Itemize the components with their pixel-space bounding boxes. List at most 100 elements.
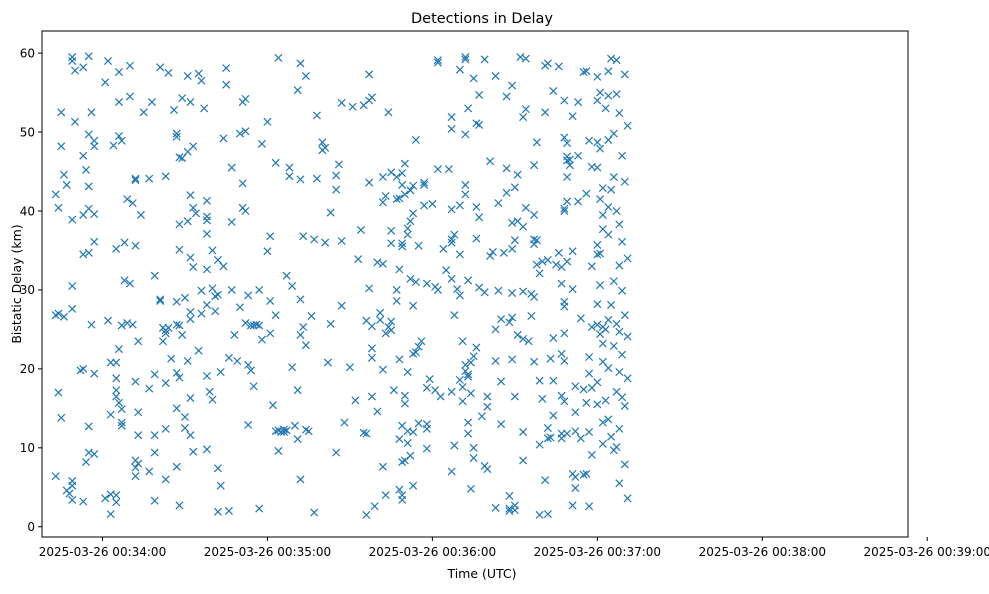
scatter-point (326, 208, 335, 217)
scatter-point (348, 102, 357, 111)
scatter-point (57, 413, 66, 422)
scatter-point (579, 68, 588, 77)
scatter-point (549, 334, 558, 343)
scatter-point (458, 397, 467, 406)
scatter-point (175, 245, 184, 254)
scatter-point (497, 377, 506, 386)
scatter-point (367, 344, 376, 353)
scatter-point (131, 472, 140, 481)
scatter-point (68, 53, 77, 62)
scatter-point (428, 199, 437, 208)
scatter-point (618, 237, 627, 246)
scatter-point (158, 337, 167, 346)
scatter-point (483, 465, 492, 474)
scatter-point (161, 379, 170, 388)
scatter-point (472, 203, 481, 212)
scatter-point (263, 247, 272, 256)
scatter-point (125, 61, 134, 70)
scatter-point (593, 300, 602, 309)
scatter-point (593, 138, 602, 147)
scatter-point (293, 386, 302, 395)
scatter-point (312, 111, 321, 120)
scatter-point (461, 130, 470, 139)
scatter-point (156, 295, 165, 304)
scatter-point (563, 197, 572, 206)
scatter-point (150, 448, 159, 457)
scatter-point (400, 399, 409, 408)
scatter-point (450, 311, 459, 320)
scatter-point (461, 180, 470, 189)
scatter-point (114, 98, 124, 107)
scatter-point (356, 225, 365, 234)
scatter-point (466, 358, 475, 367)
scatter-point (235, 129, 244, 138)
scatter-point (494, 199, 503, 208)
scatter-point (81, 165, 91, 174)
scatter-point (607, 300, 616, 309)
scatter-point (62, 180, 71, 189)
scatter-point (409, 301, 418, 310)
scatter-point (395, 265, 404, 274)
scatter-point (68, 495, 77, 504)
scatter-point (546, 354, 555, 363)
scatter-point (79, 250, 88, 259)
scatter-point (513, 330, 522, 339)
scatter-point (519, 113, 528, 122)
scatter-point (54, 203, 63, 212)
scatter-point (57, 108, 66, 117)
scatter-point (134, 431, 143, 440)
scatter-point (367, 322, 376, 331)
scatter-point (587, 322, 596, 332)
scatter-point (494, 286, 503, 295)
scatter-point (222, 64, 231, 73)
scatter-point (508, 218, 517, 227)
scatter-point (406, 451, 415, 460)
scatter-point (447, 205, 456, 214)
scatter-point (403, 224, 412, 233)
scatter-point (365, 178, 374, 187)
scatter-point (623, 374, 632, 383)
scatter-point (202, 212, 211, 221)
scatter-point (422, 424, 431, 433)
scatter-point (172, 132, 181, 141)
scatter-point (620, 311, 629, 320)
scatter-point (519, 427, 528, 437)
scatter-point (486, 157, 495, 166)
scatter-point (593, 72, 602, 81)
scatter-point (411, 348, 420, 357)
scatter-point (125, 92, 134, 101)
scatter-point (213, 464, 222, 473)
scatter-point (563, 429, 572, 438)
scatter-point (296, 295, 305, 304)
scatter-point (290, 421, 299, 430)
scatter-point (169, 105, 178, 114)
scatter-point (351, 396, 360, 405)
scatter-point (255, 504, 264, 513)
scatter-point (417, 337, 426, 346)
scatter-point (125, 279, 134, 288)
scatter-point (288, 363, 297, 372)
scatter-point (505, 318, 514, 327)
scatter-point (194, 346, 203, 355)
scatter-point (139, 108, 148, 117)
scatter-point (213, 290, 222, 299)
scatter-point (288, 281, 297, 290)
scatter-point (180, 412, 189, 422)
scatter-point (475, 90, 484, 99)
scatter-point (414, 342, 423, 351)
y-tick-label: 30 (20, 283, 35, 297)
scatter-point (156, 63, 165, 72)
scatter-point (227, 218, 236, 227)
scatter-point (186, 98, 195, 107)
scatter-point (208, 395, 217, 404)
scatter-point (202, 265, 211, 274)
scatter-point (549, 411, 558, 420)
scatter-point (565, 161, 574, 170)
scatter-point (367, 93, 376, 102)
scatter-point (90, 142, 99, 151)
scatter-point (131, 463, 140, 472)
scatter-point (521, 203, 530, 212)
scatter-point (557, 279, 566, 288)
scatter-point (521, 54, 530, 63)
x-axis-label: Time (UTC) (446, 566, 516, 581)
